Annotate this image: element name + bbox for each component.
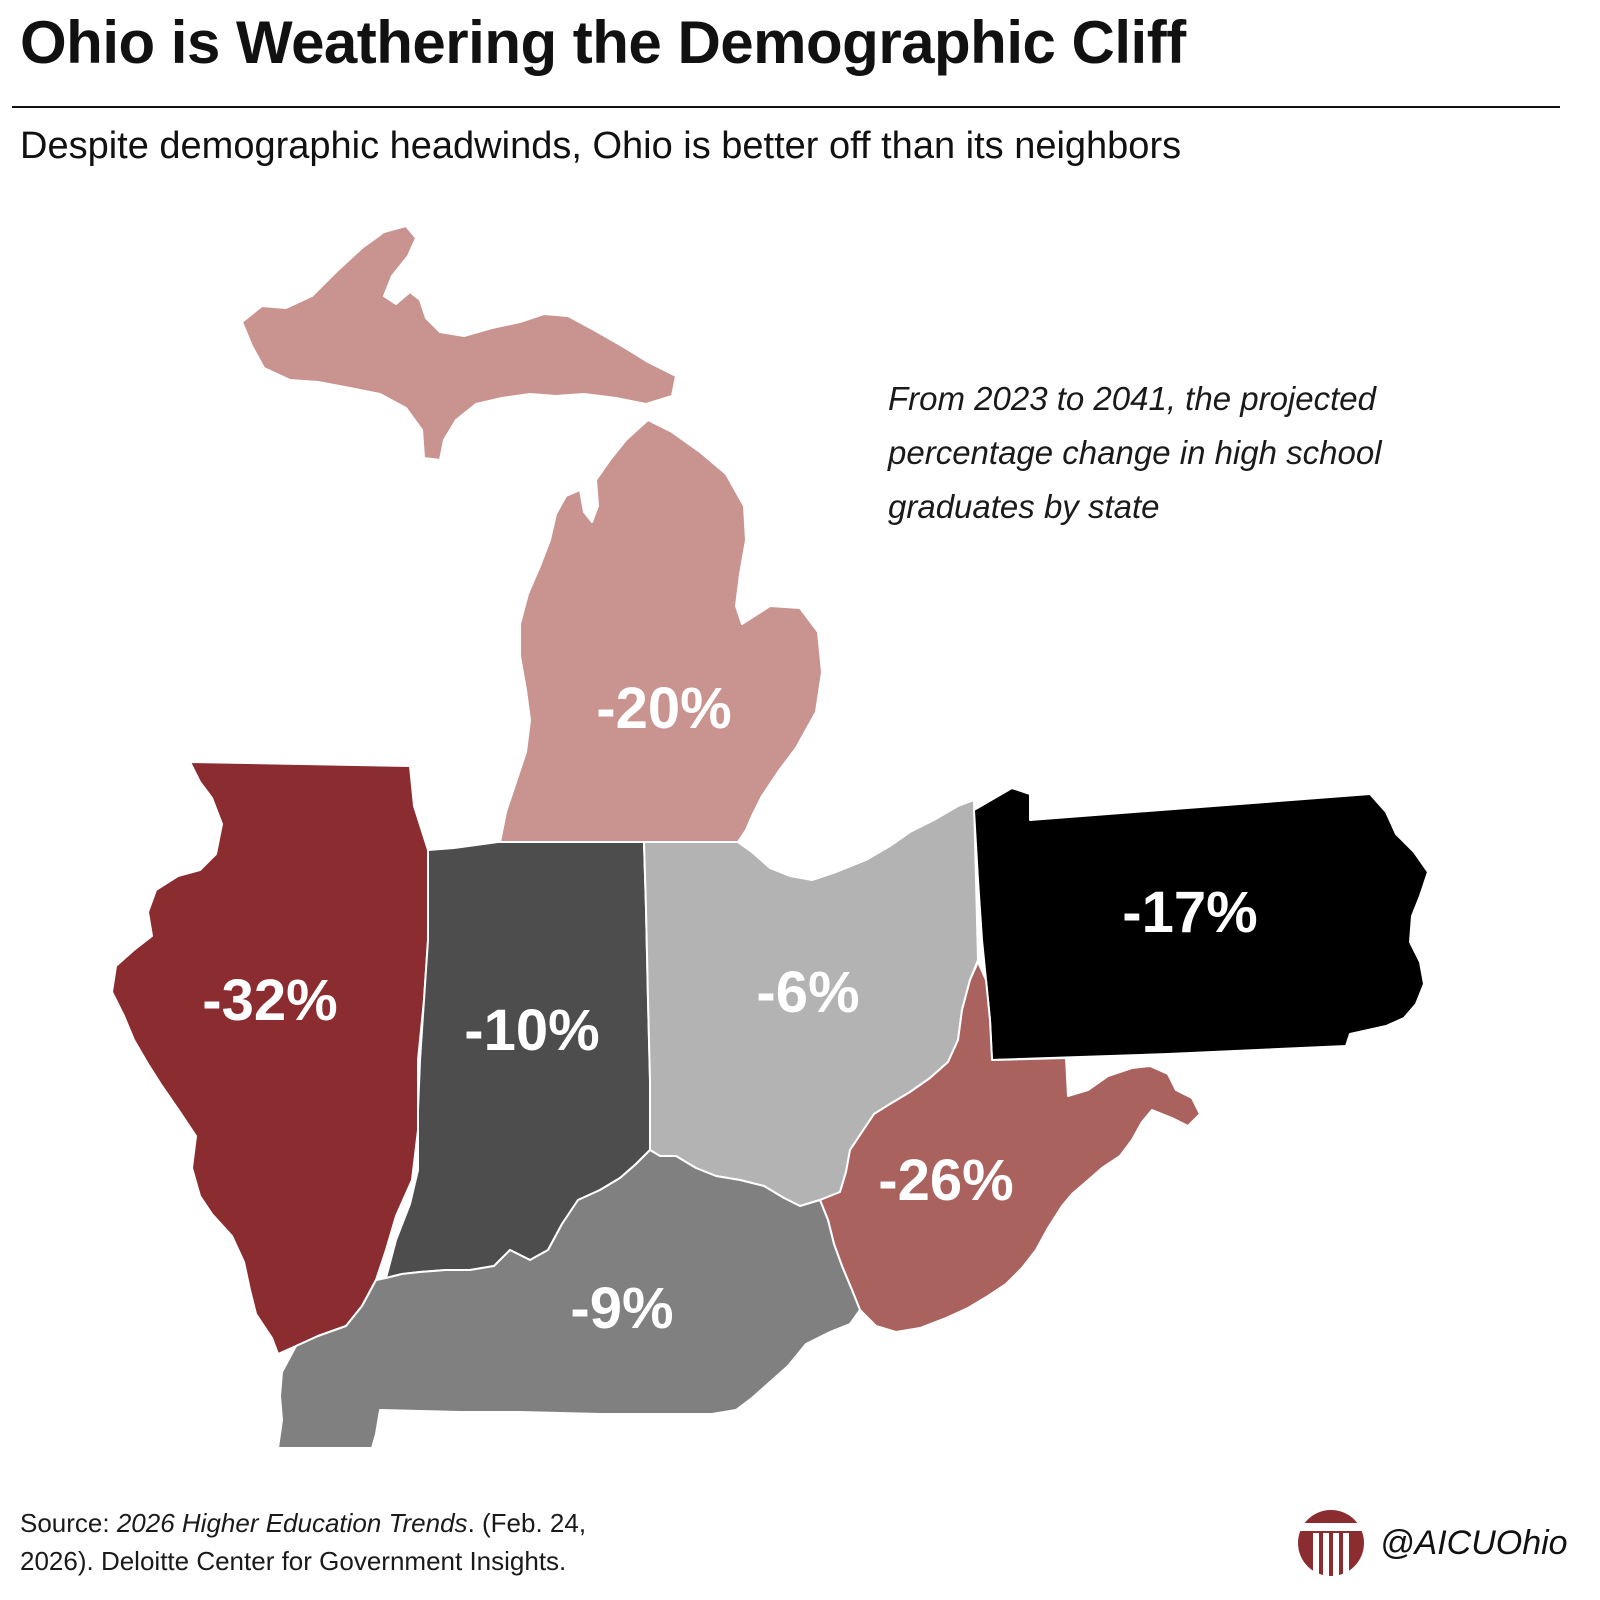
state-value-indiana: -10% bbox=[464, 998, 599, 1063]
annotation-line: graduates by state bbox=[888, 488, 1160, 525]
state-shape-west-virginia bbox=[819, 961, 1201, 1333]
brand-signature: @AICUOhio bbox=[1296, 1503, 1568, 1583]
source-line-2: 2026). Deloitte Center for Government In… bbox=[20, 1546, 567, 1576]
source-prefix: Source: bbox=[20, 1508, 117, 1538]
source-date: . (Feb. 24, bbox=[467, 1508, 587, 1538]
source-line-1: Source: 2026 Higher Education Trends. (F… bbox=[20, 1504, 720, 1542]
logo-lintel bbox=[1298, 1523, 1364, 1531]
state-value-pennsylvania: -17% bbox=[1122, 880, 1257, 945]
state-shape-kentucky bbox=[277, 1149, 861, 1449]
brand-handle: @AICUOhio bbox=[1380, 1523, 1568, 1562]
columns-logo-icon bbox=[1298, 1510, 1364, 1577]
logo-column bbox=[1323, 1533, 1329, 1577]
logo-column bbox=[1313, 1533, 1319, 1577]
state-shape-illinois bbox=[111, 761, 429, 1355]
source-citation: Source: 2026 Higher Education Trends. (F… bbox=[20, 1504, 720, 1580]
annotation-line: From 2023 to 2041, the projected bbox=[888, 380, 1376, 417]
state-value-kentucky: -9% bbox=[570, 1276, 673, 1341]
source-publication: 2026 Higher Education Trends bbox=[116, 1508, 468, 1538]
title-divider bbox=[12, 106, 1560, 108]
state-value-west-virginia: -26% bbox=[878, 1148, 1013, 1213]
map-annotation: From 2023 to 2041, the projected percent… bbox=[888, 372, 1528, 534]
logo-column bbox=[1333, 1533, 1339, 1577]
state-shape-michigan-lower bbox=[499, 419, 823, 843]
logo-column bbox=[1343, 1533, 1349, 1577]
state-shape-michigan-upper bbox=[241, 225, 677, 461]
annotation-line: percentage change in high school bbox=[888, 434, 1382, 471]
logo-disc bbox=[1298, 1510, 1364, 1576]
state-value-illinois: -32% bbox=[202, 968, 337, 1033]
state-value-michigan: -20% bbox=[596, 676, 731, 741]
page-subtitle: Despite demographic headwinds, Ohio is b… bbox=[20, 125, 1182, 167]
state-value-ohio: -6% bbox=[756, 960, 859, 1025]
page-title: Ohio is Weathering the Demographic Cliff bbox=[20, 9, 1186, 76]
